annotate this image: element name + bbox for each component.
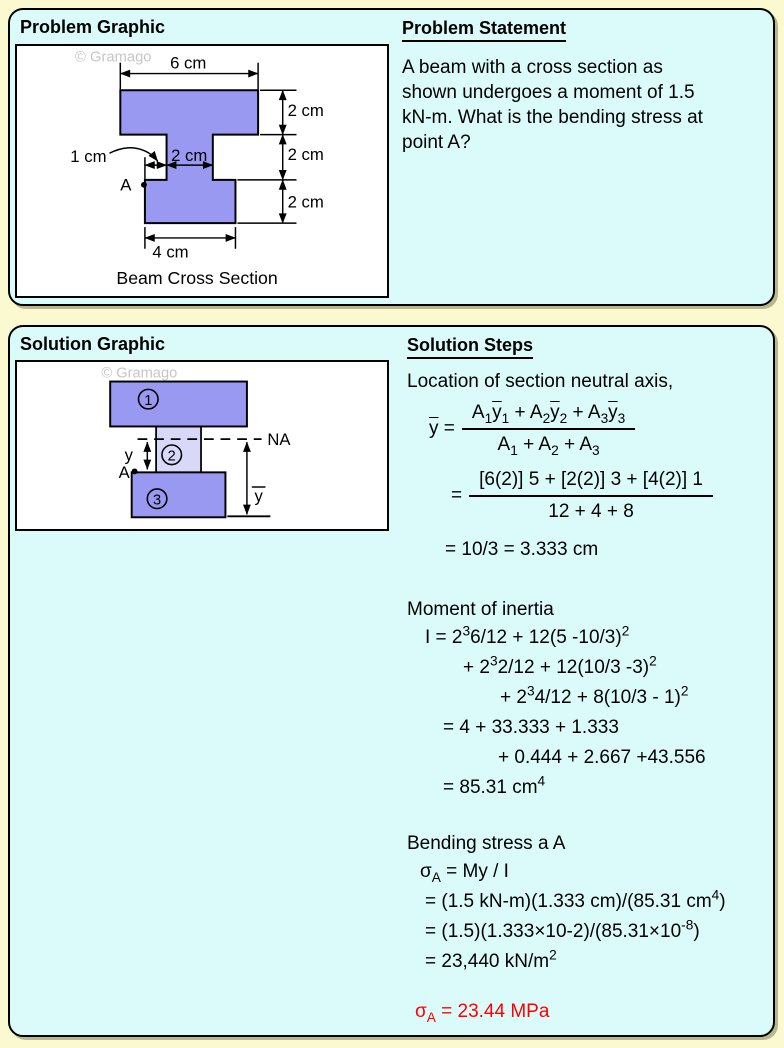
area-1-circle: [137, 388, 159, 410]
problem-graphic-title: Problem Graphic: [20, 17, 166, 37]
point-a-label: A: [120, 176, 132, 195]
neutral-axis-eq1: y = A1y1 + A2y2 + A3y3 A1 + A2 + A3: [429, 401, 775, 458]
solution-steps-title: Solution Steps: [407, 335, 533, 359]
solution-panel: Solution Graphic © Gramago NA y A y 1 2: [8, 325, 775, 1037]
eq2-lhs: =: [451, 484, 463, 506]
area-3-number: 3: [153, 493, 161, 509]
eq2-denominator: 12 + 4 + 8: [548, 501, 634, 522]
dim-top-label: 6 cm: [170, 54, 206, 73]
statement-line: shown undergoes a moment of 1.5: [402, 82, 695, 103]
beam-shape: [119, 89, 260, 225]
statement-line: point A?: [402, 132, 471, 153]
watermark-text: © Gramago: [101, 366, 177, 382]
area-1-rect: [109, 380, 248, 428]
dim-ybar-label: y: [254, 487, 263, 506]
problem-panel: Problem Graphic © Gramago 6 cm 2 cm: [8, 8, 775, 306]
statement-line: kN-m. What is the bending stress at: [402, 107, 703, 128]
inertia-line: + 234/12 + 8(10/3 - 1)2: [500, 683, 689, 708]
neutral-axis-label: NA: [267, 430, 291, 449]
inertia-line: = 85.31 cm4: [443, 773, 546, 798]
watermark-text: © Gramago: [75, 50, 151, 66]
inertia-line: I = 236/12 + 12(5 -10/3)2: [425, 623, 630, 648]
final-answer: σA = 23.44 MPa: [415, 1001, 550, 1025]
eq1-numerator: A1y1 + A2y2 + A3y3: [461, 401, 636, 430]
point-a-dot: [131, 468, 138, 475]
neutral-axis-eq2: = [6(2)] 5 + [2(2)] 3 + [4(2)] 1 12 + 4 …: [451, 468, 775, 523]
inertia-line: = 4 + 33.333 + 1.333: [443, 717, 619, 738]
dim-bottom-label: 4 cm: [152, 243, 188, 262]
bending-line: = (1.5 kN-m)(1.333 cm)/(85.31 cm4): [425, 887, 726, 912]
bending-line: σA = My / I: [420, 861, 509, 885]
statement-line: A beam with a cross section as: [402, 57, 663, 78]
problem-statement-title: Problem Statement: [402, 18, 567, 42]
area-2-circle: [161, 444, 183, 466]
dim-bottom-lines: [144, 227, 237, 249]
point-a-label: A: [119, 463, 131, 482]
dim-web-right-label: 2 cm: [288, 145, 324, 164]
problem-statement-text: A beam with a cross section as shown und…: [402, 55, 770, 155]
bending-line: = (1.5)(1.333×10-2)/(85.31×10-8): [425, 917, 700, 942]
eq1-lhs: y =: [429, 417, 455, 439]
problem-statement-column: Problem Statement A beam with a cross se…: [402, 18, 770, 155]
solution-areas-diagram: © Gramago NA y A y 1 2 3: [15, 360, 389, 531]
beam-cross-section-diagram: © Gramago 6 cm 2 cm 2 cm 2 cm: [15, 44, 389, 298]
dim-web-lines: [109, 147, 214, 179]
eq1-denominator: A1 + A2 + A3: [497, 434, 600, 458]
point-a-dot: [140, 181, 147, 188]
dim-web-width-label: 2 cm: [171, 146, 207, 165]
bending-intro: Bending stress a A: [407, 833, 566, 854]
area-1-number: 1: [144, 393, 152, 409]
dim-offset-label: 1 cm: [70, 147, 106, 166]
area-3-circle: [146, 488, 168, 510]
eq1-fraction: A1y1 + A2y2 + A3y3 A1 + A2 + A3: [461, 401, 636, 458]
inertia-line: + 0.444 + 2.667 +43.556: [498, 747, 706, 768]
bending-line: = 23,440 kN/m2: [425, 947, 557, 972]
dim-right-lines: [237, 89, 297, 224]
dim-top-6cm-lines: [119, 62, 259, 90]
eq2-numerator: [6(2)] 5 + [2(2)] 3 + [4(2)] 1: [469, 468, 713, 497]
inertia-intro: Moment of inertia: [407, 599, 554, 620]
solution-steps-column: Solution Steps Location of section neutr…: [407, 335, 775, 1025]
solution-graphic-title: Solution Graphic: [20, 334, 166, 354]
diagram-caption: Beam Cross Section: [116, 268, 277, 288]
area-3-rect: [130, 471, 227, 519]
neutral-axis-result: = 10/3 = 3.333 cm: [445, 539, 599, 560]
dim-flange-right-label: 2 cm: [288, 101, 324, 120]
dim-bottom-right-label: 2 cm: [288, 192, 324, 211]
inertia-line: + 232/12 + 12(10/3 -3)2: [463, 653, 657, 678]
dim-y-label: y: [125, 446, 134, 465]
eq2-fraction: [6(2)] 5 + [2(2)] 3 + [4(2)] 1 12 + 4 + …: [469, 468, 713, 523]
area-2-number: 2: [168, 449, 176, 465]
neutral-axis-intro: Location of section neutral axis,: [407, 371, 674, 392]
